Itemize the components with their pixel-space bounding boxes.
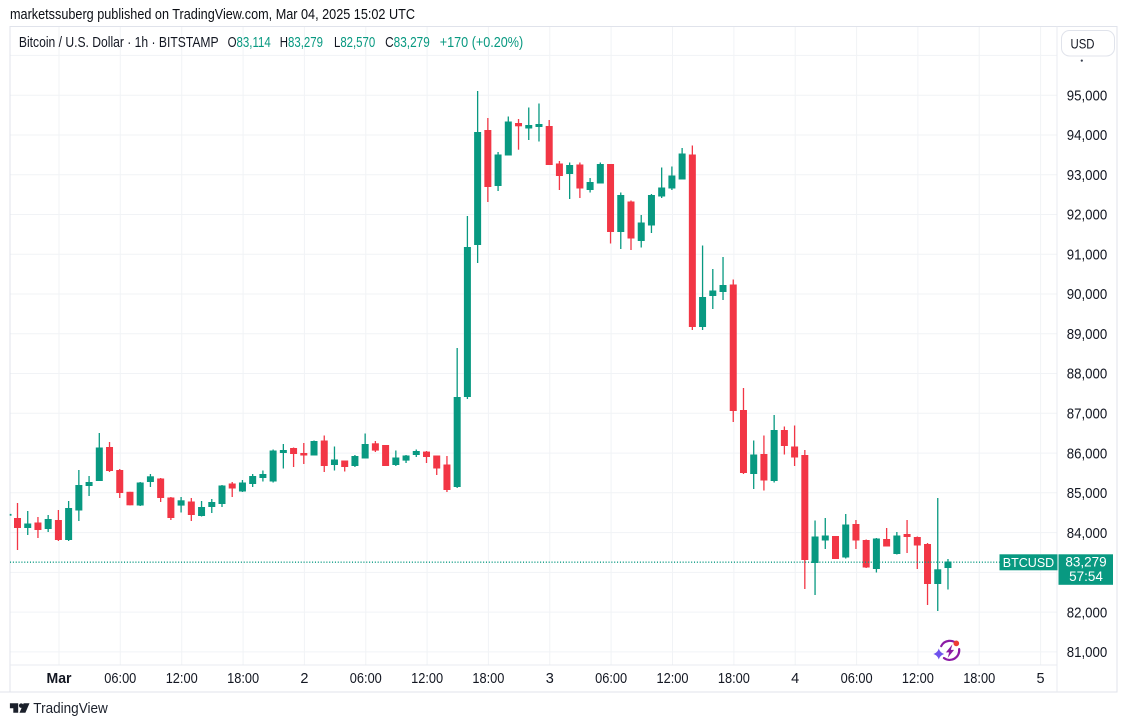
svg-text:91,000: 91,000 <box>1067 247 1108 264</box>
svg-text:12:00: 12:00 <box>166 671 198 687</box>
svg-text:2: 2 <box>300 671 308 687</box>
svg-text:18:00: 18:00 <box>227 671 259 687</box>
svg-text:93,000: 93,000 <box>1067 167 1108 184</box>
svg-text:86,000: 86,000 <box>1067 445 1108 462</box>
svg-text:89,000: 89,000 <box>1067 326 1108 343</box>
svg-text:06:00: 06:00 <box>841 671 873 687</box>
svg-text:L82,570: L82,570 <box>334 34 375 51</box>
svg-text:Bitcoin / U.S. Dollar · 1h · B: Bitcoin / U.S. Dollar · 1h · BITSTAMP <box>19 34 219 51</box>
svg-text:06:00: 06:00 <box>350 671 382 687</box>
svg-text:4: 4 <box>791 671 799 687</box>
svg-text:83,279: 83,279 <box>1065 555 1106 570</box>
svg-text:C83,279: C83,279 <box>385 34 430 51</box>
svg-text:marketssuberg published on Tra: marketssuberg published on TradingView.c… <box>10 6 415 23</box>
svg-text:18:00: 18:00 <box>718 671 750 687</box>
svg-text:12:00: 12:00 <box>902 671 934 687</box>
svg-text:06:00: 06:00 <box>595 671 627 687</box>
svg-text:57:54: 57:54 <box>1069 569 1103 584</box>
svg-text:O83,114: O83,114 <box>228 34 271 51</box>
svg-text:5: 5 <box>1037 671 1045 687</box>
svg-text:18:00: 18:00 <box>963 671 995 687</box>
svg-text:3: 3 <box>546 671 554 687</box>
svg-text:BTCUSD: BTCUSD <box>1003 556 1054 570</box>
svg-text:92,000: 92,000 <box>1067 207 1108 224</box>
svg-text:+170 (+0.20%): +170 (+0.20%) <box>440 34 523 51</box>
svg-text:12:00: 12:00 <box>657 671 689 687</box>
svg-text:94,000: 94,000 <box>1067 127 1108 144</box>
svg-text:12:00: 12:00 <box>411 671 443 687</box>
svg-text:85,000: 85,000 <box>1067 485 1108 502</box>
svg-text:H83,279: H83,279 <box>280 34 323 51</box>
svg-text:Mar: Mar <box>47 671 72 687</box>
svg-text:84,000: 84,000 <box>1067 525 1108 542</box>
svg-text:95,000: 95,000 <box>1067 87 1108 104</box>
svg-text:TradingView: TradingView <box>33 701 108 717</box>
svg-text:87,000: 87,000 <box>1067 406 1108 423</box>
svg-text:81,000: 81,000 <box>1067 644 1108 661</box>
svg-text:USD: USD <box>1071 36 1095 51</box>
svg-text:18:00: 18:00 <box>472 671 504 687</box>
svg-text:82,000: 82,000 <box>1067 604 1108 621</box>
svg-text:06:00: 06:00 <box>104 671 136 687</box>
svg-text:88,000: 88,000 <box>1067 366 1108 383</box>
svg-text:90,000: 90,000 <box>1067 286 1108 303</box>
